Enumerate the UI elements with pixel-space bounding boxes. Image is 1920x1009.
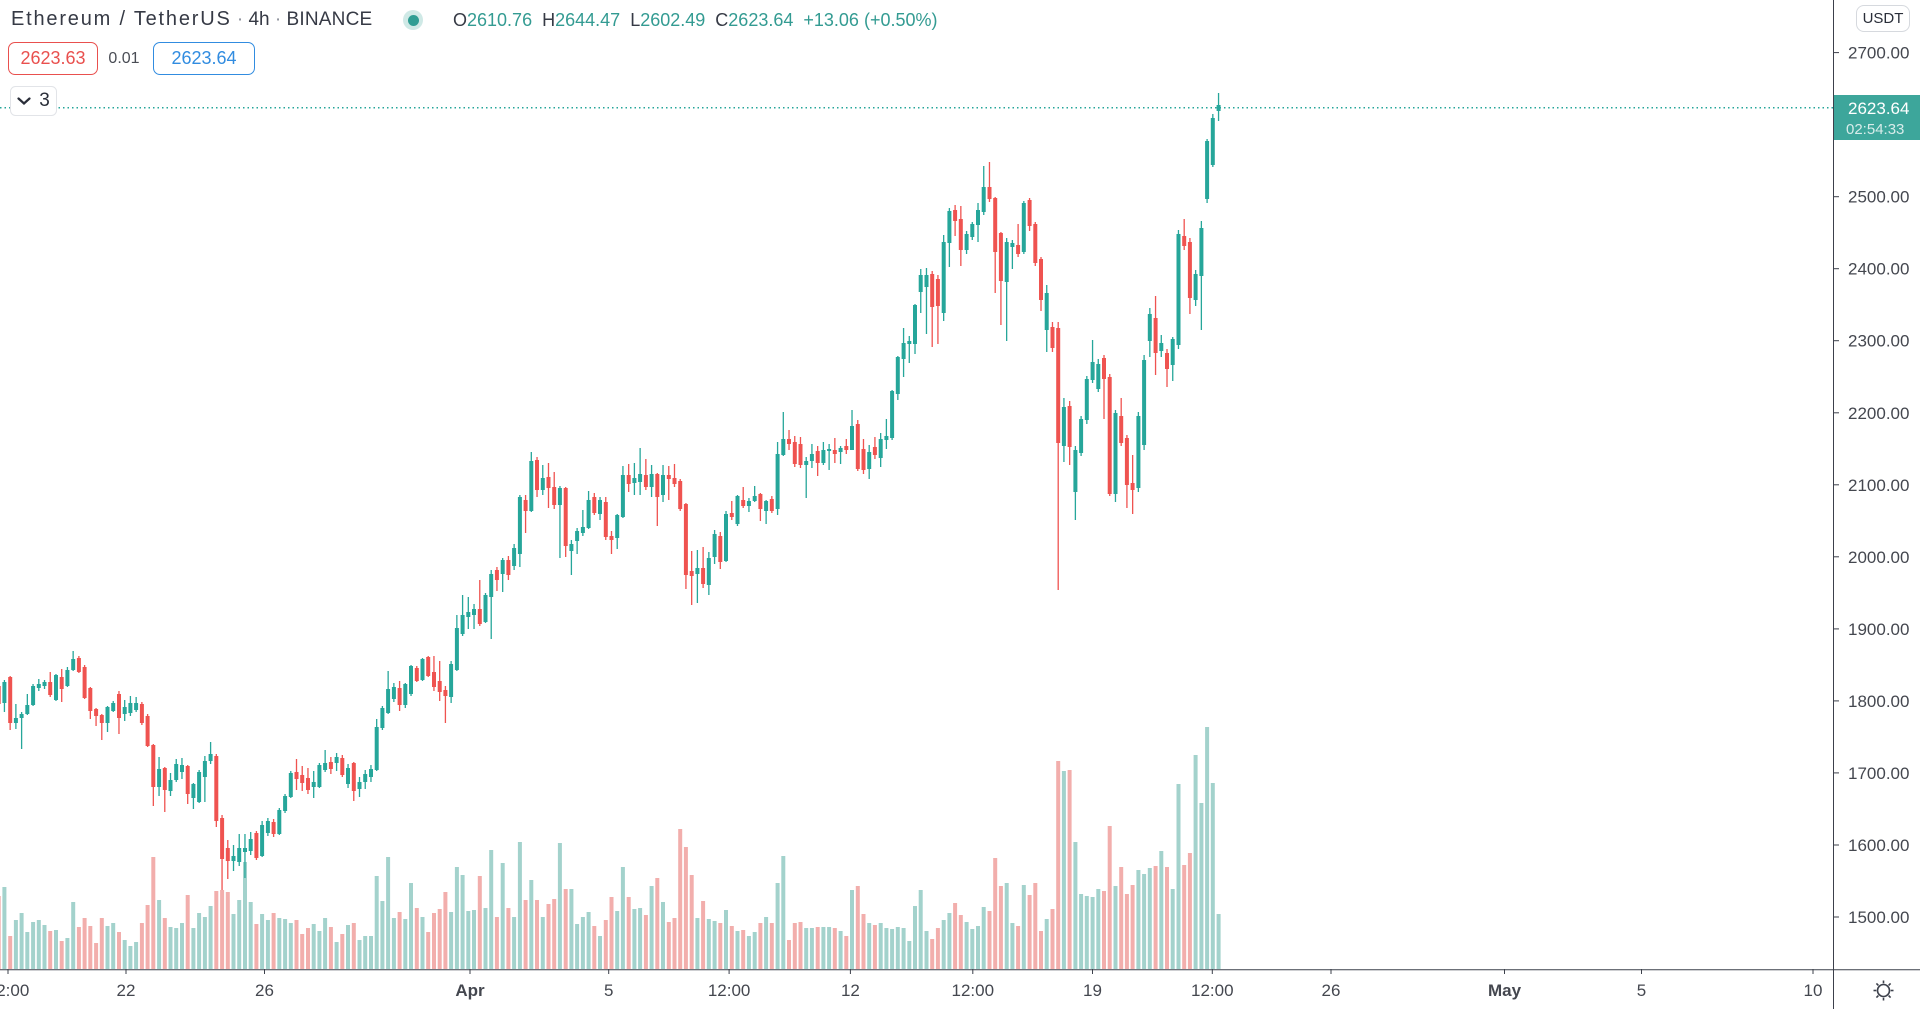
svg-text:10: 10 bbox=[1804, 981, 1823, 1000]
svg-text:5: 5 bbox=[604, 981, 613, 1000]
svg-text:1500.00: 1500.00 bbox=[1848, 908, 1909, 927]
svg-text:1900.00: 1900.00 bbox=[1848, 620, 1909, 639]
svg-text:1700.00: 1700.00 bbox=[1848, 764, 1909, 783]
svg-text:2623.64: 2623.64 bbox=[1848, 99, 1909, 118]
svg-text:12:00: 12:00 bbox=[708, 981, 751, 1000]
svg-text:22: 22 bbox=[117, 981, 136, 1000]
svg-text:1800.00: 1800.00 bbox=[1848, 692, 1909, 711]
svg-text:12:00: 12:00 bbox=[1191, 981, 1234, 1000]
svg-text:2700.00: 2700.00 bbox=[1848, 44, 1909, 63]
svg-text:02:54:33: 02:54:33 bbox=[1846, 121, 1904, 138]
svg-text:Apr: Apr bbox=[455, 981, 485, 1000]
svg-text:2100.00: 2100.00 bbox=[1848, 476, 1909, 495]
svg-text:12:00: 12:00 bbox=[0, 981, 29, 1000]
svg-text:May: May bbox=[1488, 981, 1522, 1000]
svg-text:2300.00: 2300.00 bbox=[1848, 332, 1909, 351]
svg-text:26: 26 bbox=[255, 981, 274, 1000]
svg-text:19: 19 bbox=[1083, 981, 1102, 1000]
svg-text:12:00: 12:00 bbox=[952, 981, 995, 1000]
svg-text:1600.00: 1600.00 bbox=[1848, 836, 1909, 855]
svg-text:2400.00: 2400.00 bbox=[1848, 260, 1909, 279]
svg-text:2200.00: 2200.00 bbox=[1848, 404, 1909, 423]
svg-text:2500.00: 2500.00 bbox=[1848, 188, 1909, 207]
svg-text:5: 5 bbox=[1637, 981, 1646, 1000]
svg-text:12: 12 bbox=[841, 981, 860, 1000]
svg-text:26: 26 bbox=[1322, 981, 1341, 1000]
svg-text:2000.00: 2000.00 bbox=[1848, 548, 1909, 567]
